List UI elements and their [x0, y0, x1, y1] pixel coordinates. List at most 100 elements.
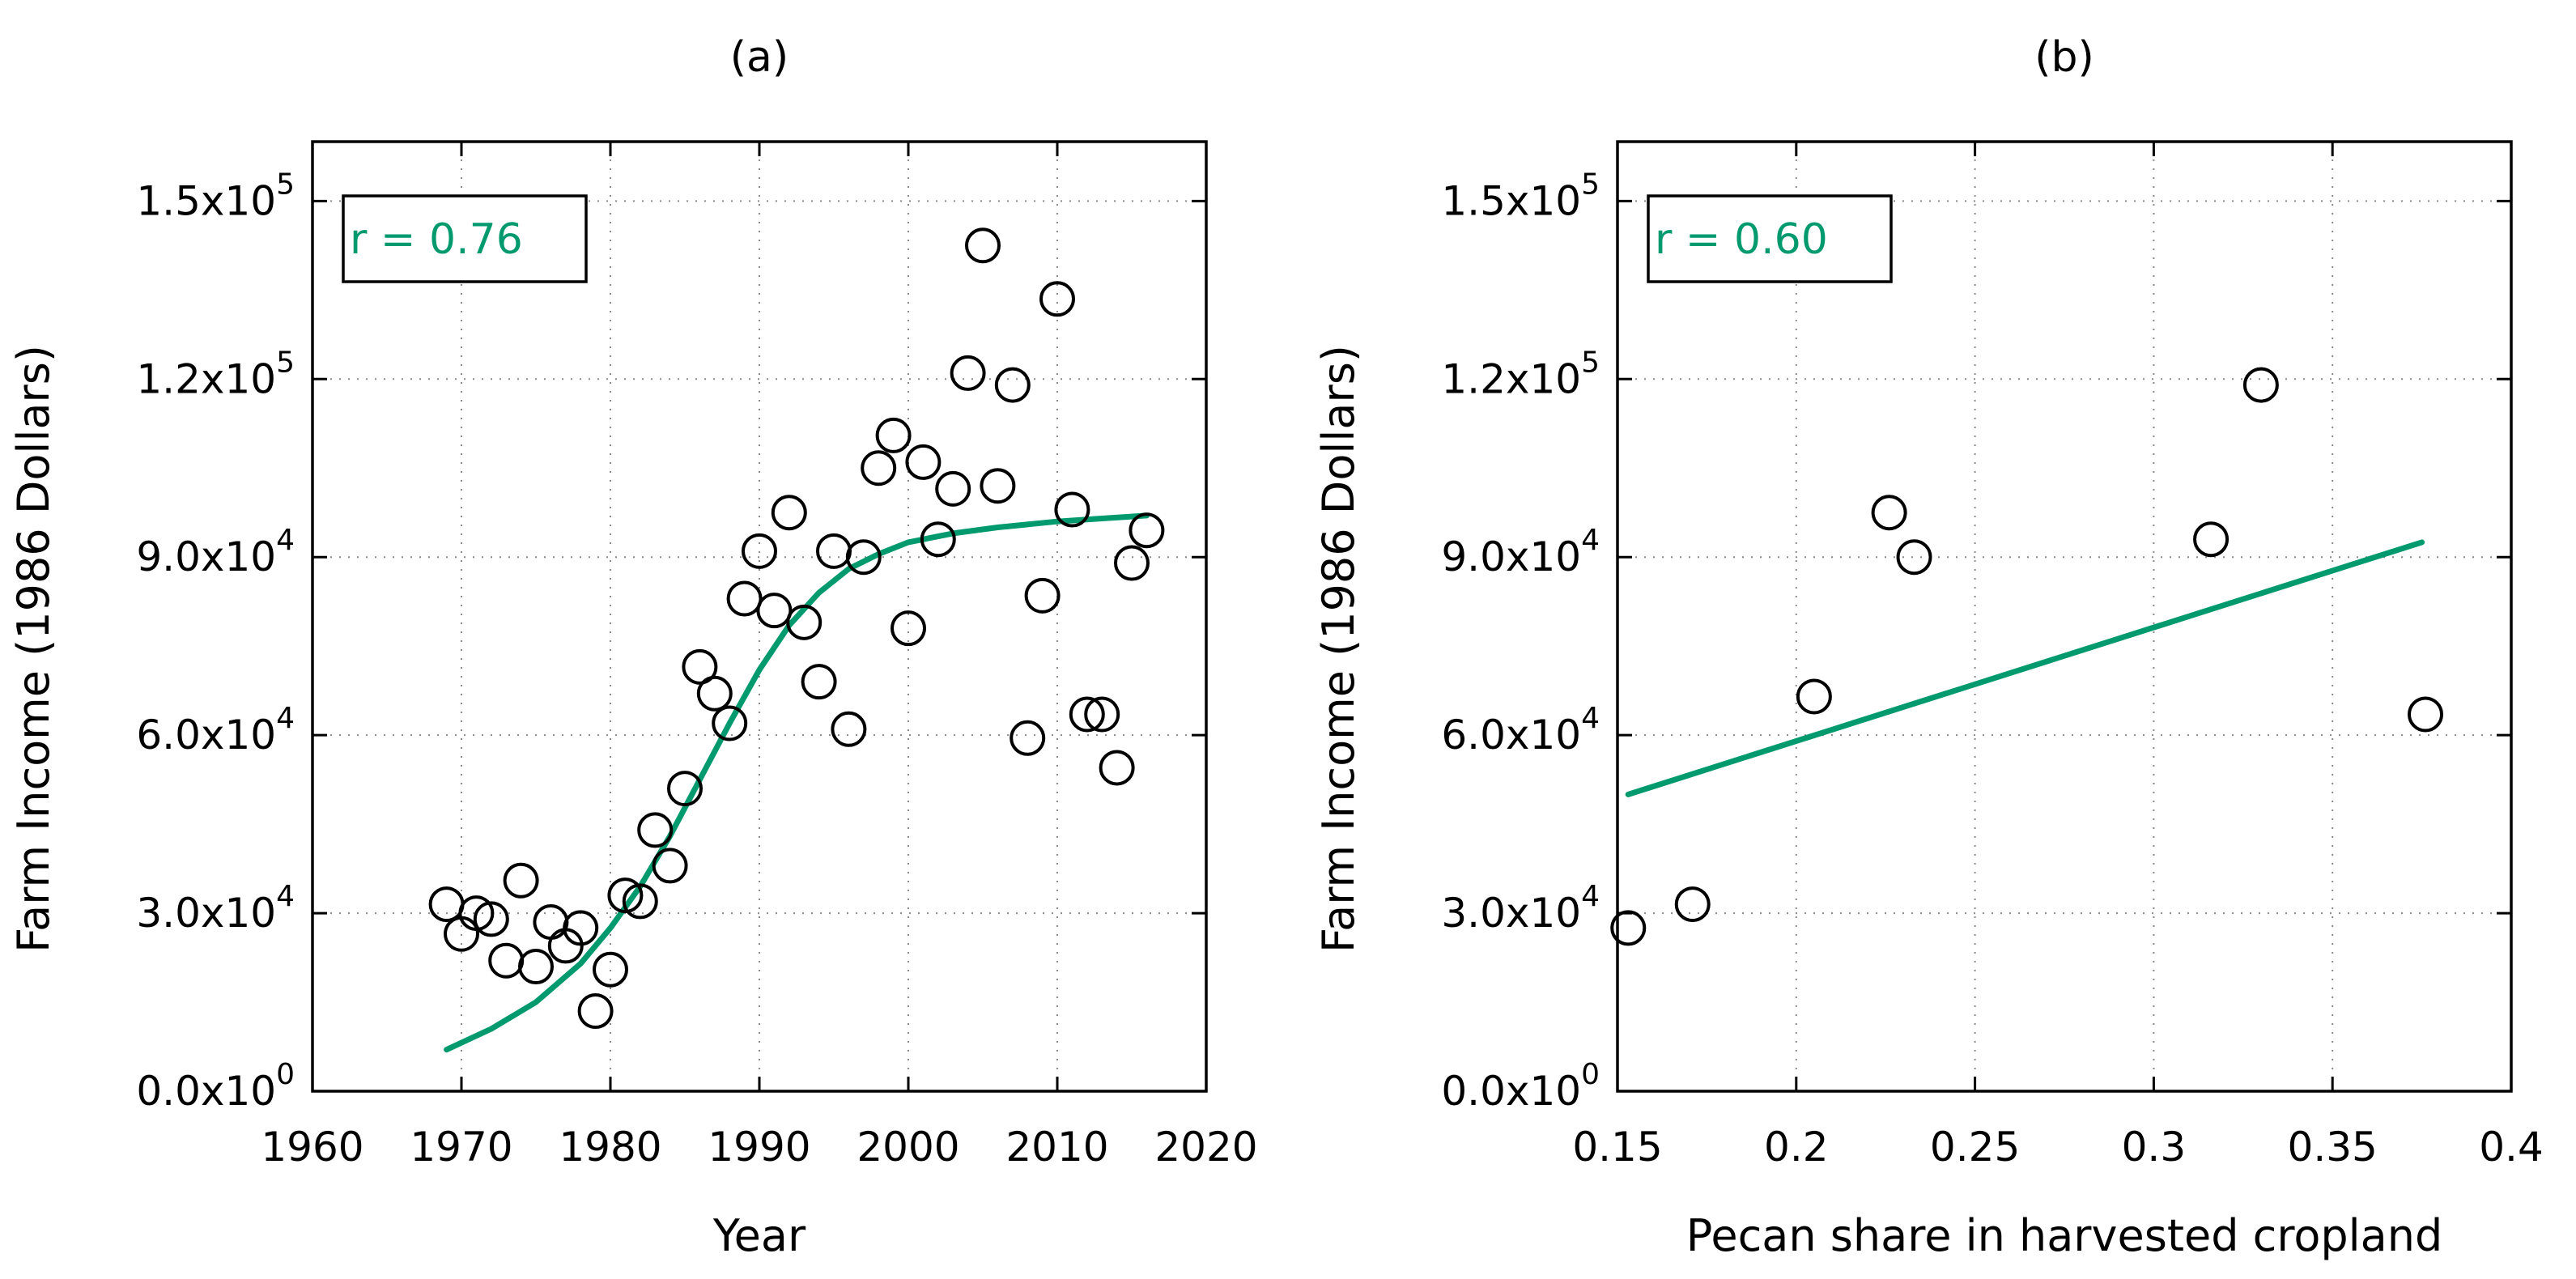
data-point — [1871, 495, 1907, 531]
y-tick-mantissa: 1.2x10 — [136, 355, 276, 402]
data-point — [2242, 367, 2279, 403]
x-tick-label: 1980 — [559, 1124, 661, 1171]
y-tick-mantissa: 1.2x10 — [1441, 355, 1581, 402]
panel-title: (b) — [2034, 33, 2094, 82]
data-point — [726, 580, 763, 617]
y-tick-label: 1.5x105 — [1441, 168, 1600, 224]
data-point — [935, 470, 971, 507]
y-tick-exponent: 4 — [1581, 524, 1600, 557]
panel-b: 0.15 0.2 0.25 0.3 0.35 0.40.0x1003.0x1046.0x1… — [1313, 33, 2544, 1261]
panel-a: 1960 1970 1980 1990 2000 2010 2020 0.0x100 3.0x1… — [8, 33, 1258, 1261]
y-tick-exponent: 0 — [276, 1058, 295, 1091]
data-point — [801, 664, 837, 700]
data-point — [816, 533, 852, 569]
data-point — [1024, 577, 1061, 614]
y-tick-label: 6.0x104 — [1441, 702, 1600, 758]
data-point — [2408, 696, 2444, 733]
data-point — [1796, 678, 1832, 715]
x-tick-label: 0.25 — [1930, 1124, 2020, 1171]
data-point — [473, 901, 509, 937]
data-point — [593, 951, 628, 988]
data-point — [950, 355, 986, 391]
data-point — [994, 367, 1031, 403]
y-tick-exponent: 4 — [276, 880, 295, 913]
x-tick-label: 0.3 — [2122, 1124, 2187, 1171]
data-point — [667, 771, 703, 807]
y-tick-label: 6.0x104 — [136, 702, 295, 758]
data-point — [771, 495, 807, 531]
y-tick-label: 9.0x104 — [136, 524, 295, 580]
data-point — [503, 862, 539, 899]
data-point — [875, 417, 912, 453]
x-tick-label: 0.4 — [2479, 1124, 2544, 1171]
y-tick-mantissa: 0.0x10 — [136, 1068, 276, 1115]
data-point — [652, 848, 688, 884]
data-point — [1039, 281, 1075, 317]
data-point — [786, 604, 823, 640]
y-tick-label: 1.2x105 — [136, 346, 295, 402]
data-point — [756, 593, 793, 629]
data-point — [905, 444, 942, 480]
panel-title: (a) — [730, 33, 789, 82]
y-tick-mantissa: 6.0x10 — [1441, 712, 1581, 758]
data-point — [563, 910, 599, 946]
plot-frame — [1616, 140, 2513, 1093]
data-point — [637, 812, 674, 848]
data-point — [1069, 696, 1105, 733]
y-tick-label: 0.0x100 — [1441, 1058, 1600, 1115]
data-point — [428, 886, 465, 923]
data-point — [845, 539, 882, 576]
y-axis-label: Farm Income (1986 Dollars) — [8, 345, 59, 953]
x-axis-label: Pecan share in harvested cropland — [1686, 1210, 2443, 1261]
y-axis-label: Farm Income (1986 Dollars) — [1313, 345, 1364, 953]
y-tick-exponent: 4 — [276, 702, 295, 735]
data-point — [831, 711, 867, 747]
data-point — [1129, 512, 1165, 549]
y-tick-label: 0.0x100 — [136, 1058, 295, 1115]
y-tick-exponent: 0 — [1581, 1058, 1600, 1091]
x-tick-label: 1970 — [410, 1124, 512, 1171]
y-tick-mantissa: 9.0x10 — [136, 533, 276, 580]
x-tick-label: 2020 — [1154, 1124, 1257, 1171]
data-point — [861, 450, 897, 487]
x-tick-label: 0.2 — [1764, 1124, 1829, 1171]
x-tick-label: 0.35 — [2288, 1124, 2378, 1171]
correlation-annotation: r = 0.76 — [350, 215, 523, 264]
data-point — [577, 993, 614, 1030]
x-axis-label: Year — [712, 1210, 806, 1261]
y-tick-label: 3.0x104 — [136, 880, 295, 937]
y-tick-mantissa: 3.0x10 — [136, 890, 276, 937]
data-point — [2193, 521, 2230, 558]
data-point — [1099, 750, 1135, 786]
x-tick-label: 2010 — [1005, 1124, 1108, 1171]
y-tick-exponent: 5 — [1581, 346, 1600, 379]
annotation-box — [1647, 194, 1893, 283]
y-tick-exponent: 4 — [276, 524, 295, 557]
x-tick-label: 0.15 — [1572, 1124, 1662, 1171]
x-tick-label: 1960 — [261, 1124, 363, 1171]
y-tick-mantissa: 6.0x10 — [136, 712, 276, 758]
y-tick-mantissa: 1.5x10 — [136, 177, 276, 224]
annotation-box — [342, 194, 588, 283]
data-point — [920, 521, 956, 558]
data-point — [1674, 886, 1711, 923]
data-point — [1610, 910, 1647, 946]
data-point — [533, 904, 569, 941]
data-point — [1114, 545, 1150, 581]
y-tick-exponent: 4 — [1581, 702, 1600, 735]
data-point — [965, 227, 1001, 264]
data-point — [518, 949, 554, 985]
x-tick-label: 2000 — [857, 1124, 959, 1171]
data-point — [488, 942, 525, 979]
data-point — [891, 610, 926, 647]
data-point — [1010, 720, 1046, 756]
y-tick-exponent: 4 — [1581, 880, 1600, 913]
data-point — [696, 675, 733, 712]
y-tick-exponent: 5 — [1581, 168, 1600, 201]
fit-line — [444, 512, 1150, 1053]
data-point — [622, 883, 658, 920]
y-tick-mantissa: 0.0x10 — [1441, 1068, 1581, 1115]
y-tick-label: 9.0x104 — [1441, 524, 1600, 580]
correlation-annotation: r = 0.60 — [1655, 215, 1828, 264]
